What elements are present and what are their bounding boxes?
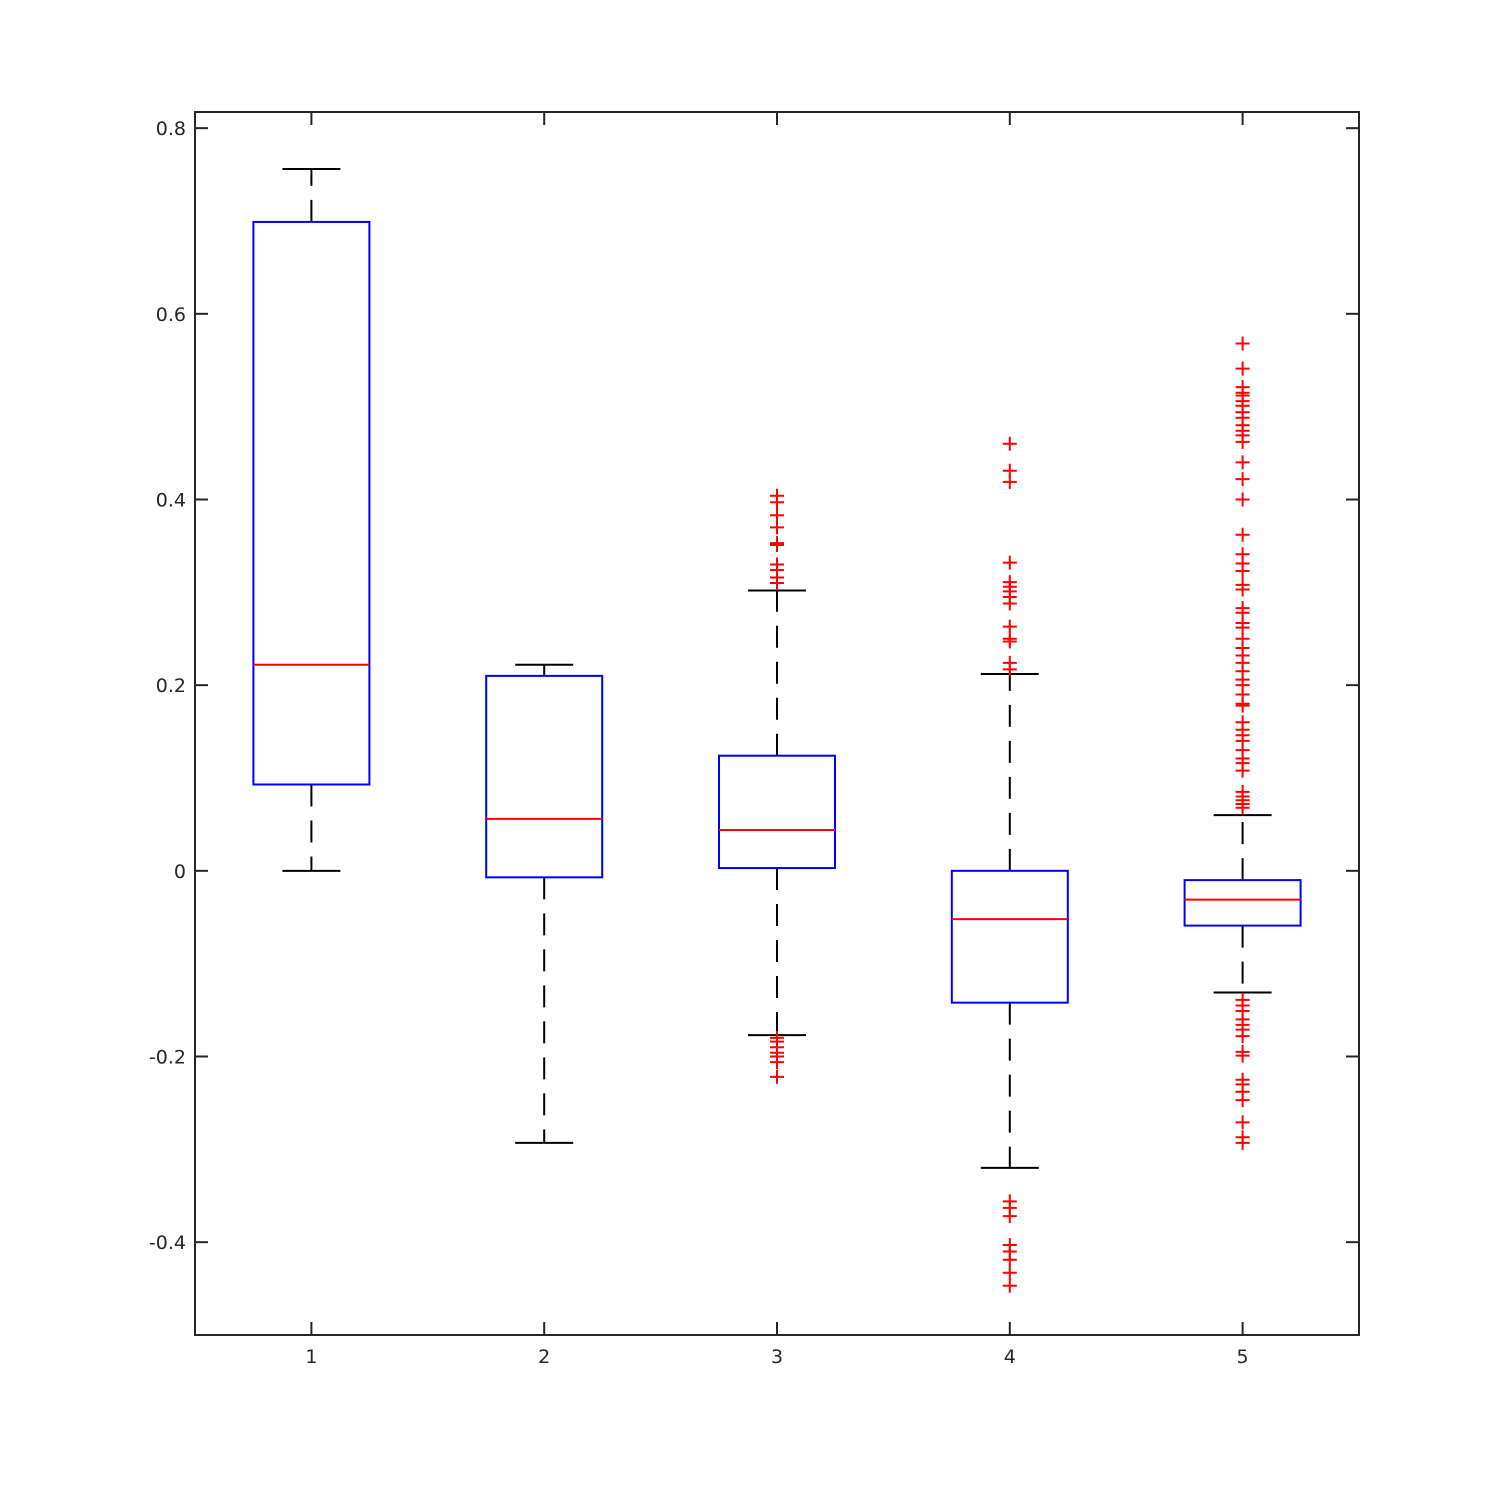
outlier-point (1235, 1115, 1250, 1130)
outlier-point (770, 520, 784, 535)
iqr-box (485, 674, 604, 879)
y-tick-label: 0.2 (156, 675, 186, 697)
outlier-point (1235, 582, 1250, 597)
outlier-point (1002, 596, 1017, 611)
outlier-point (1235, 527, 1250, 542)
box-group-3 (718, 488, 836, 1084)
axes-layer: 1 2 3 4 5 -0.4 -0.2 0 0.2 0.4 0.6 0.8 (149, 111, 1360, 1368)
outlier-point (1002, 1209, 1017, 1224)
y-tick-label: 0.4 (156, 489, 186, 511)
box-group-5 (1183, 336, 1302, 1150)
outlier-point (1235, 1029, 1250, 1044)
y-tick-label: -0.4 (149, 1232, 186, 1254)
outlier-point (1235, 563, 1250, 578)
outlier-point (1235, 472, 1250, 487)
outlier-point (1235, 800, 1250, 815)
box-group-1 (252, 168, 371, 872)
iqr-box (1183, 879, 1302, 927)
outlier-point (770, 537, 784, 552)
outlier-point (1002, 662, 1017, 677)
outlier-point (1002, 1278, 1017, 1293)
y-tick-label: 0 (174, 861, 186, 883)
x-tick-label: 3 (771, 1346, 783, 1368)
iqr-box (718, 754, 836, 870)
outlier-point (1235, 455, 1250, 470)
outlier-point (1235, 1093, 1250, 1108)
x-tick-label: 5 (1237, 1346, 1249, 1368)
x-tick-label: 1 (305, 1346, 317, 1368)
outlier-point (1002, 619, 1017, 634)
outlier-point (770, 576, 784, 591)
outlier-point (1002, 474, 1017, 489)
outlier-point (1002, 1265, 1017, 1280)
outlier-point (770, 508, 784, 523)
y-tick-label: 0.8 (156, 118, 186, 140)
plot-area (195, 112, 1359, 1335)
box-group-2 (485, 663, 604, 1144)
outlier-point (1235, 698, 1250, 713)
outlier-point (1235, 361, 1250, 376)
iqr-box (252, 220, 371, 786)
outlier-point (1002, 634, 1017, 649)
outlier-point (1235, 492, 1250, 507)
outlier-point (1235, 336, 1250, 351)
outlier-point (770, 1069, 784, 1084)
outlier-point (1002, 555, 1017, 570)
outlier-point (770, 1055, 784, 1070)
iqr-box (950, 869, 1069, 1004)
outlier-point (1235, 1135, 1250, 1150)
y-tick-label: -0.2 (149, 1046, 186, 1068)
outlier-point (770, 495, 784, 510)
outlier-point (1235, 763, 1250, 778)
outlier-point (1235, 434, 1250, 449)
box-group-4 (950, 436, 1069, 1293)
x-tick-label: 2 (538, 1346, 550, 1368)
x-tick-label: 4 (1004, 1346, 1016, 1368)
outlier-point (1235, 1048, 1250, 1063)
outlier-point (1002, 1252, 1017, 1267)
boxes-layer (252, 168, 1302, 1293)
y-tick-label: 0.6 (156, 304, 186, 326)
outlier-point (1002, 436, 1017, 451)
